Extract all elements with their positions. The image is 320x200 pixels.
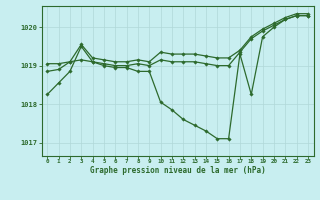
X-axis label: Graphe pression niveau de la mer (hPa): Graphe pression niveau de la mer (hPa): [90, 166, 266, 175]
